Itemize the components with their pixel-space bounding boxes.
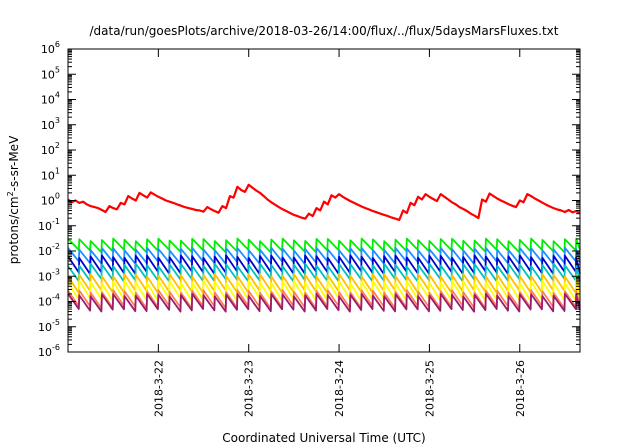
y-tick-label: 101 [41, 166, 60, 182]
y-tick-label: 10-4 [38, 293, 60, 309]
y-tick-label: 10-5 [38, 318, 60, 334]
series-line-1 [67, 237, 581, 254]
x-tick-label: 2018-3-26 [514, 360, 527, 417]
chart-title: /data/run/goesPlots/archive/2018-03-26/1… [90, 24, 559, 38]
x-axis-label: Coordinated Universal Time (UTC) [222, 431, 425, 445]
y-tick-label: 103 [41, 116, 60, 132]
y-tick-label: 104 [41, 91, 60, 107]
y-tick-label: 10-6 [38, 343, 60, 359]
plot-frame [67, 48, 581, 353]
y-tick-label: 105 [41, 65, 60, 81]
y-tick-label: 100 [41, 192, 60, 208]
y-tick-label: 106 [41, 40, 60, 56]
x-axis: 2018-3-22 2018-3-23 2018-3-24 2018-3-25 2018… [152, 49, 527, 417]
y-tick-label: 10-1 [38, 217, 60, 233]
series-layer [67, 183, 581, 313]
y-tick-label: 102 [41, 141, 60, 157]
x-tick-label: 2018-3-22 [152, 360, 165, 417]
x-tick-label: 2018-3-23 [243, 360, 256, 417]
series-line-0 [67, 183, 581, 221]
y-tick-label: 10-3 [38, 267, 60, 283]
y-axis-label: protons/cm2-s-sr-MeV [6, 135, 21, 264]
series-line-8 [67, 292, 581, 313]
y-tick-label: 10-2 [38, 242, 60, 258]
y-axis: 106 105 104 103 102 101 100 10-1 10-2 10-3 10-4 10-… [38, 40, 580, 359]
x-tick-label: 2018-3-25 [423, 360, 436, 417]
x-tick-label: 2018-3-24 [333, 360, 346, 417]
